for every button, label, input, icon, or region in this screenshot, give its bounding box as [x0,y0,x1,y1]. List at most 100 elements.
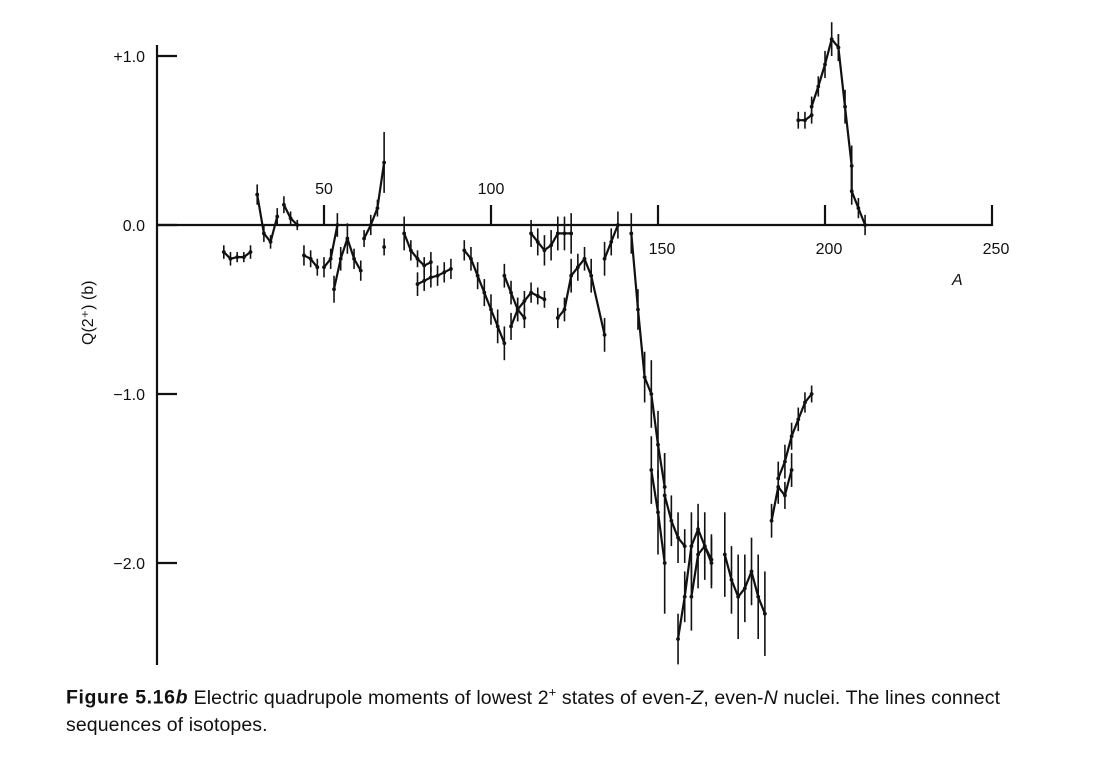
data-point [308,256,313,261]
data-point [221,250,226,254]
data-point [415,282,420,287]
x-tick-label: 150 [649,241,676,258]
data-point [428,260,433,265]
data-point [689,594,694,599]
isotope-sequence [255,184,280,249]
data-point [649,392,654,396]
data-point [849,189,854,194]
data-point [428,275,433,280]
data-point [769,518,774,523]
y-tick-label: −1.0 [113,387,145,404]
data-point [328,256,333,261]
data-point [368,223,373,227]
data-point [809,392,814,396]
data-point [542,248,547,253]
data-point [408,248,413,253]
isotope-sequence [415,258,453,296]
isotope-line [256,194,279,243]
data-point [522,316,527,320]
data-point [268,240,273,244]
data-point [562,231,567,236]
data-point [415,256,420,261]
data-point [358,268,363,273]
isotope-sequence [302,245,320,276]
data-point [582,256,587,261]
y-tick-label: 0.0 [123,218,145,235]
isotope-sequence [689,512,714,631]
data-point [332,287,336,292]
axes: +1.0 0.0 −1.0 −2.0 50 100 150 200 250 [113,45,1009,665]
isotope-sequence [509,282,547,340]
data-point [435,273,440,278]
data-point [475,273,480,278]
data-point [509,290,513,295]
data-point [248,250,253,254]
data-point [502,273,507,278]
x-tick-label: 50 [315,181,333,198]
data-point [616,223,620,227]
data-point [629,231,634,236]
isotope-sequence [462,240,507,361]
data-point [469,256,473,261]
data-point [255,192,260,197]
data-point [823,62,827,67]
data-point [656,510,660,515]
data-point [796,417,801,422]
isotope-sequence [722,512,767,656]
data-point [836,45,841,50]
data-point [656,442,660,447]
y-tick-label: −2.0 [113,556,145,573]
figure-caption: Figure 5.16b Electric quadrupole moments… [66,678,1026,739]
data-point [803,118,807,123]
isotope-line [556,257,606,336]
data-point [702,544,707,548]
data-point [756,594,761,599]
x-axis-label: A [951,272,963,289]
data-point [569,273,574,278]
data-point [736,594,741,599]
data-point [796,118,801,123]
isotope-sequence [362,132,387,247]
data-point [315,265,320,270]
data-point [803,400,807,405]
data-point [863,223,867,227]
isotope-line [690,544,713,597]
isotope-line [503,275,526,319]
data-point [489,307,493,312]
data-point [829,37,834,41]
data-point [382,160,387,165]
data-point [555,316,560,320]
quadrupole-moment-chart: +1.0 0.0 −1.0 −2.0 50 100 150 200 250 A Q(2⁺) (b… [80,22,1009,665]
data-point [776,476,781,481]
data-point [422,263,427,268]
data-point [749,569,754,574]
data-point [636,307,640,312]
data-point [495,324,500,329]
isotope-sequence [629,213,667,521]
data-point [676,535,680,540]
isotope-sequence [332,223,363,303]
data-point [529,290,533,295]
data-point [589,273,594,278]
data-point [602,256,607,261]
data-point [742,586,747,591]
x-tick-label: 100 [478,181,505,198]
y-tick-label: +1.0 [113,49,145,66]
data-point [709,557,714,562]
data-point [762,611,767,616]
data-point [535,240,540,244]
data-point [462,248,467,253]
data-point [261,231,266,236]
data-point [783,493,787,498]
data-point [783,459,787,464]
isotope-line [630,233,666,488]
data-point [362,236,366,241]
data-point [569,231,574,236]
data-point [449,267,453,271]
isotope-sequence [769,453,794,538]
isotope-sequence [221,245,253,266]
data-point [843,104,847,109]
isotope-sequence [282,196,300,231]
data-point [241,255,246,260]
data-point [235,255,240,260]
